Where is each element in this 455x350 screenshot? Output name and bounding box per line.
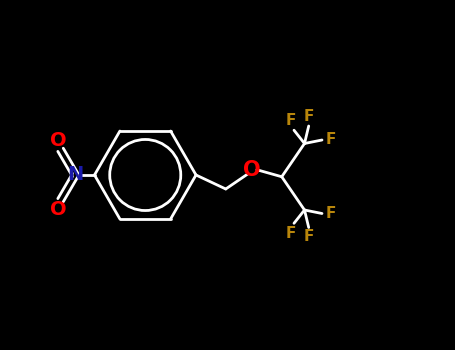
Text: F: F — [303, 110, 314, 124]
Text: O: O — [51, 131, 67, 150]
Text: O: O — [51, 200, 67, 219]
Text: F: F — [326, 133, 336, 147]
Text: F: F — [303, 229, 314, 244]
Text: F: F — [286, 226, 296, 240]
Text: F: F — [326, 206, 336, 221]
Text: F: F — [286, 113, 296, 128]
Text: N: N — [67, 166, 83, 184]
Text: O: O — [243, 160, 261, 180]
